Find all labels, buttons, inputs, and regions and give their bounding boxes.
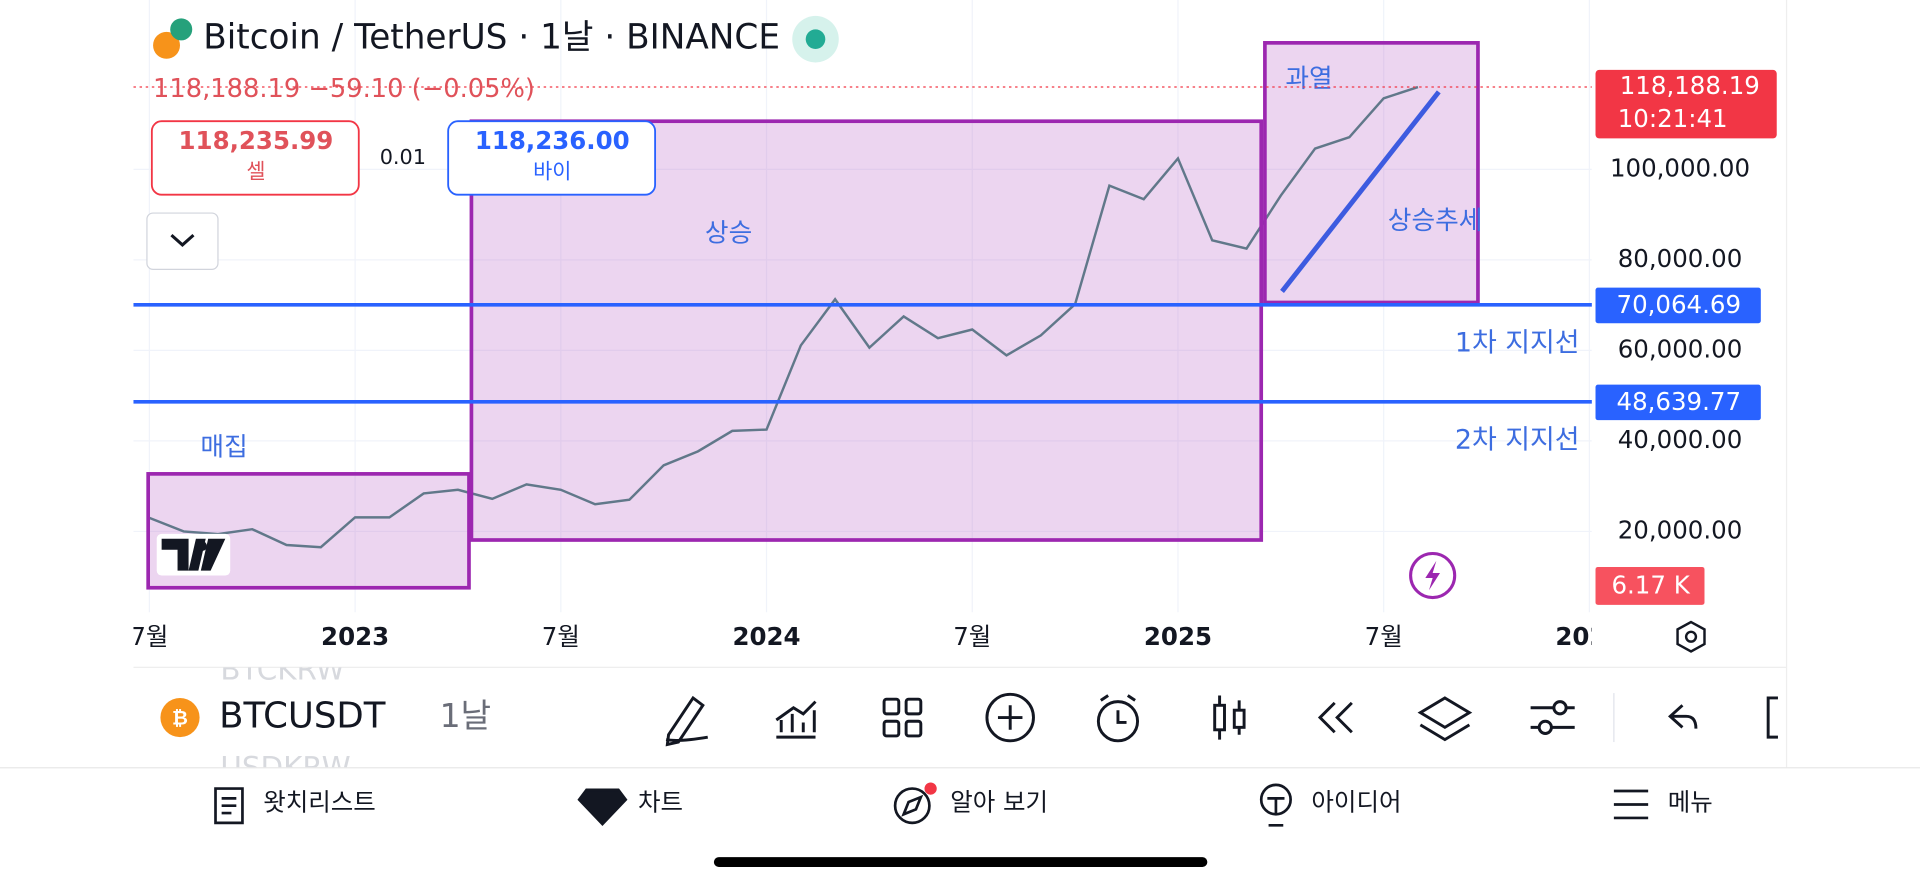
sell-price: 118,235.99 xyxy=(179,126,334,155)
buy-button[interactable] xyxy=(447,120,657,196)
x-tick-label: 2023 xyxy=(321,622,389,651)
tv-logo xyxy=(156,533,231,576)
settings-button[interactable] xyxy=(1676,620,1706,653)
support-tag xyxy=(1595,287,1761,324)
x-tick-label: 2025 xyxy=(1144,622,1212,651)
header: Bitcoin / TetherUS · 1날 · BINANCE 118,18… xyxy=(153,15,839,104)
ghost-symbol: USDKRW xyxy=(220,750,350,784)
ghost-symbol: BTCKRW xyxy=(220,653,344,687)
nav-item[interactable]: 알아 보기 xyxy=(950,787,1048,816)
chart-bg xyxy=(133,0,1787,768)
x-tick-label: 2024 xyxy=(732,622,800,651)
price-tag-time: 10:21:41 xyxy=(1618,104,1728,133)
trend-line xyxy=(1280,90,1441,293)
x-tick-label: 7월 xyxy=(1365,622,1403,651)
symbol[interactable]: BTCUSDT xyxy=(219,696,386,737)
drawings: 매집 상승 과열 상승추세 xyxy=(146,41,1483,590)
volume-tag-label: 6.17 K xyxy=(1611,571,1690,600)
symbol-title: Bitcoin / TetherUS · 1날 · BINANCE xyxy=(203,18,780,58)
toolbar: ₿ BTCUSDT 1날 xyxy=(160,692,1778,747)
x-tick-label: 7월 xyxy=(130,622,168,651)
y-tick-label: 60,000.00 xyxy=(1618,334,1743,363)
nav-item[interactable]: 왓치리스트 xyxy=(263,787,376,816)
support-tag-label: 70,064.69 xyxy=(1617,290,1742,319)
support-tag xyxy=(1595,384,1761,421)
annotation: 매집 xyxy=(200,433,247,463)
price-tag xyxy=(1595,69,1777,139)
flash-button[interactable] xyxy=(1409,551,1457,600)
buy-price: 118,236.00 xyxy=(475,126,630,155)
volume-tag xyxy=(1595,566,1705,605)
x-tick-label: 7월 xyxy=(953,622,991,651)
nav-item[interactable]: 차트 xyxy=(638,787,683,816)
support-tag-label: 48,639.77 xyxy=(1617,387,1742,416)
price-tag-label: 118,188.19 xyxy=(1620,71,1760,100)
annotation: 과열 xyxy=(1285,64,1332,94)
quote: 118,188.19 −59.10 (−0.05%) xyxy=(153,74,535,104)
box xyxy=(1263,41,1480,305)
interval[interactable]: 1날 xyxy=(440,696,491,735)
y-tick-label: 80,000.00 xyxy=(1618,244,1743,273)
sell-button[interactable] xyxy=(150,120,360,196)
svg-text:₿: ₿ xyxy=(172,706,188,729)
box xyxy=(469,119,1264,542)
sell-label: 셀 xyxy=(246,160,265,184)
x-tick-label: 7월 xyxy=(542,622,580,651)
tool-icons[interactable] xyxy=(665,692,1778,747)
support-name: 2차 지지선 xyxy=(1455,424,1580,455)
buy-label: 바이 xyxy=(533,160,571,184)
y-tick-label: 20,000.00 xyxy=(1618,515,1743,544)
price-line xyxy=(148,85,1419,549)
nav-item[interactable]: 메뉴 xyxy=(1668,787,1713,816)
dropdown[interactable] xyxy=(146,212,219,271)
annotation: 상승 xyxy=(705,218,752,248)
trade-panel: 118,235.99 셀 0.01 118,236.00 바이 xyxy=(146,120,657,271)
home-indicator xyxy=(713,857,1208,867)
support-name: 1차 지지선 xyxy=(1455,328,1580,359)
y-tick-label: 40,000.00 xyxy=(1618,425,1743,454)
nav-item[interactable]: 아이디어 xyxy=(1311,787,1401,816)
annotation: 상승추세 xyxy=(1388,206,1483,236)
y-tick-label: 100,000.00 xyxy=(1610,153,1750,182)
x-tick-label: 2026 xyxy=(1555,622,1623,651)
bottom-nav: 왓치리스트 차트 알아 보기 아이디어 메뉴 xyxy=(214,782,1713,827)
quantity: 0.01 xyxy=(380,145,426,169)
